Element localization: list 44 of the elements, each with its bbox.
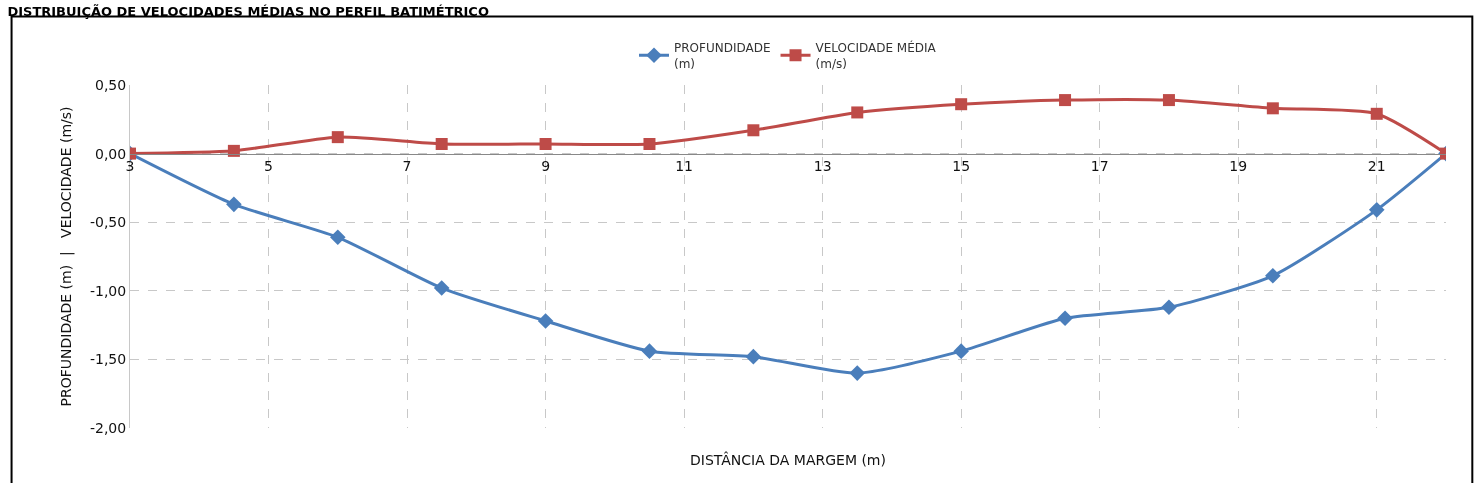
point (1162, 94, 1175, 107)
point (329, 229, 346, 246)
point (537, 313, 554, 329)
point (539, 138, 552, 150)
x-tick-label: 13 (813, 158, 832, 175)
x-tick-label: 21 (1367, 158, 1386, 175)
point (849, 365, 866, 381)
point (955, 98, 968, 111)
chart-title: DISTRIBUIÇÃO DE VELOCIDADES MÉDIAS NO PERFIL BATIMÉTRICO (7, 4, 489, 20)
point (331, 131, 344, 144)
point (643, 138, 656, 150)
y-tick-label: -0,50 (89, 214, 127, 231)
point (226, 196, 242, 213)
point (435, 138, 448, 150)
y-tick-label: -1,00 (89, 282, 127, 299)
y-tick-label: -2,00 (89, 419, 127, 436)
x-tick-label: 15 (952, 158, 971, 175)
point (745, 348, 762, 365)
point (1370, 107, 1383, 120)
x-tick-label: 9 (541, 158, 551, 175)
point (433, 280, 450, 296)
point (851, 106, 864, 119)
point (1368, 202, 1385, 218)
x-tick-label: 5 (264, 158, 273, 175)
legend-label: PROFUNDIDADE (m) (674, 41, 771, 71)
x-tick-label: 17 (1090, 158, 1109, 175)
point (953, 343, 969, 359)
x-tick-label: 3 (125, 158, 135, 175)
y-tick-label: 0,50 (95, 76, 127, 93)
legend-label: VELOCIDADE MÉDIA (m/s) (815, 40, 937, 71)
point (747, 124, 760, 137)
point (1265, 267, 1281, 284)
x-axis-title: DISTÂNCIA DA MARGEM (m) (690, 451, 886, 468)
y-tick-label: 0,00 (95, 145, 127, 162)
x-tick-label: 19 (1229, 158, 1248, 175)
point (1161, 299, 1177, 316)
y-tick-label: -1,50 (89, 351, 127, 368)
point (641, 343, 658, 359)
x-tick-label: 7 (402, 158, 412, 175)
point (1266, 102, 1279, 115)
y-axis-title: PROFUNDIDADE (m) | VELOCIDADE (m/s) (57, 106, 75, 407)
point (1059, 94, 1072, 107)
point (1057, 310, 1073, 327)
x-tick-label: 11 (675, 158, 694, 175)
